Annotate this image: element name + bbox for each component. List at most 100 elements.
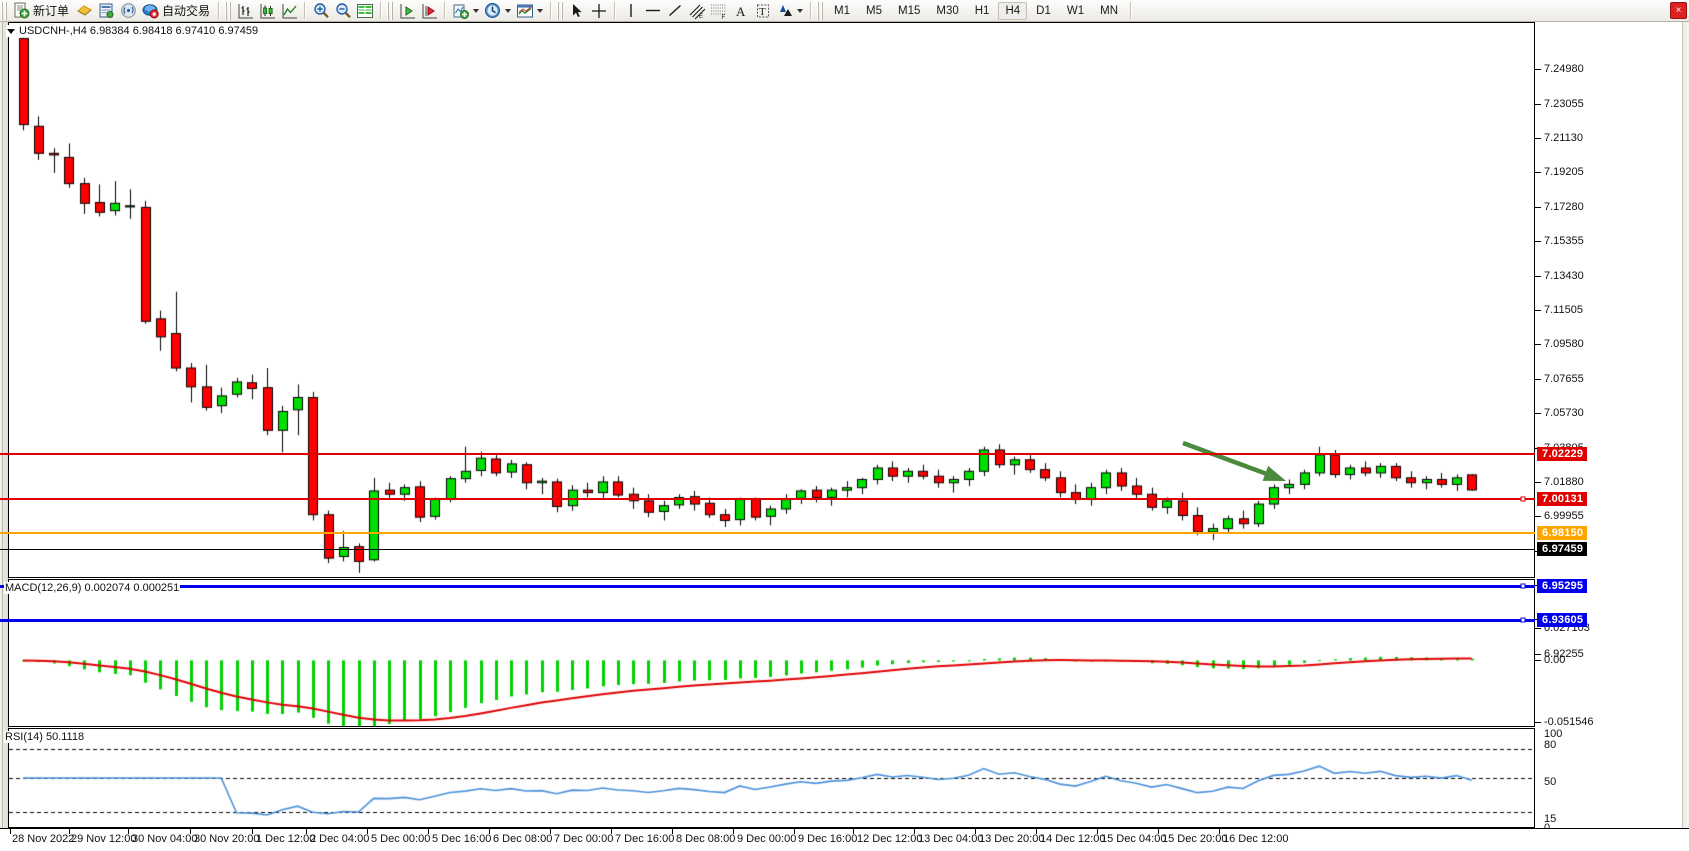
crosshair-icon[interactable] bbox=[588, 1, 610, 21]
text-label-icon[interactable]: T bbox=[752, 1, 774, 21]
time-tick bbox=[794, 828, 795, 834]
time-tick bbox=[252, 828, 253, 834]
price-tick bbox=[1535, 344, 1541, 345]
price-tick-label: 6.92255 bbox=[1544, 648, 1584, 660]
time-tick-label: 12 Dec 12:00 bbox=[857, 833, 923, 845]
shift-end-icon[interactable] bbox=[396, 1, 418, 21]
time-tick-label: 6 Dec 08:00 bbox=[493, 833, 553, 845]
time-tick-label: 16 Dec 12:00 bbox=[1223, 833, 1289, 845]
timeframe-h1[interactable]: H1 bbox=[974, 4, 990, 17]
autotrading-icon[interactable] bbox=[139, 1, 161, 21]
arrows-dropdown-caret-icon[interactable] bbox=[797, 8, 804, 13]
arrows-icon[interactable] bbox=[774, 1, 796, 21]
timeframe-m1[interactable]: M1 bbox=[834, 4, 851, 17]
toolbar-grip-5[interactable] bbox=[817, 1, 825, 20]
fibonacci-icon[interactable]: F bbox=[708, 1, 730, 21]
time-tick-label: 13 Dec 20:00 bbox=[979, 833, 1045, 845]
price-level-badge[interactable]: 6.98150 bbox=[1537, 526, 1588, 540]
level-anchor-handle[interactable] bbox=[1520, 496, 1526, 502]
time-tick-label: 1 Dec 12:00 bbox=[256, 833, 316, 845]
candlestick-chart-icon[interactable] bbox=[256, 1, 278, 21]
rsi-pane[interactable] bbox=[8, 728, 1535, 828]
new-order-label[interactable]: 新订单 bbox=[33, 4, 70, 18]
time-tick-label: 7 Dec 16:00 bbox=[615, 833, 675, 845]
time-tick bbox=[10, 828, 11, 834]
price-tick-label: 7.17280 bbox=[1544, 201, 1584, 213]
timeframe-m30[interactable]: M30 bbox=[936, 4, 959, 17]
zoom-in-icon[interactable] bbox=[310, 1, 332, 21]
macd-tick-label: 0.00 bbox=[1544, 654, 1566, 666]
rsi-tick-label: 15 bbox=[1544, 813, 1557, 825]
toolbar-grip-2[interactable] bbox=[225, 1, 233, 20]
time-tick bbox=[611, 828, 612, 834]
close-icon[interactable]: × bbox=[1670, 2, 1687, 19]
chart-collapse-icon[interactable] bbox=[7, 28, 15, 34]
price-tick-label: 7.01880 bbox=[1544, 476, 1584, 488]
auto-scroll-icon[interactable] bbox=[418, 1, 440, 21]
macd-tick bbox=[1535, 660, 1541, 661]
price-tick bbox=[1535, 413, 1541, 414]
toolbar-divider-1 bbox=[218, 2, 221, 19]
lots-icon[interactable] bbox=[73, 1, 95, 21]
bar-chart-icon[interactable] bbox=[234, 1, 256, 21]
time-tick-label: 7 Dec 00:00 bbox=[554, 833, 614, 845]
time-tick bbox=[1036, 828, 1037, 834]
timeframe-h4[interactable]: H4 bbox=[998, 1, 1028, 20]
level-anchor-handle[interactable] bbox=[1520, 583, 1526, 589]
data-window-icon[interactable] bbox=[354, 1, 376, 21]
time-tick bbox=[367, 828, 368, 834]
price-level-badge[interactable]: 6.93605 bbox=[1537, 613, 1588, 627]
price-level-badge[interactable]: 6.95295 bbox=[1537, 579, 1588, 593]
time-tick bbox=[975, 828, 976, 834]
price-axis[interactable]: 7.24980 7.23055 7.21130 7.19205 7.17280 7.153… bbox=[1535, 22, 1683, 834]
toolbar-divider-5 bbox=[550, 2, 553, 19]
svg-text:T: T bbox=[759, 6, 766, 18]
autotrading-label[interactable]: 自动交易 bbox=[162, 4, 211, 18]
trendline-icon[interactable] bbox=[664, 1, 686, 21]
templates-icon[interactable] bbox=[514, 1, 536, 21]
hline-icon[interactable] bbox=[642, 1, 664, 21]
indicator-dropdown-caret-icon[interactable] bbox=[473, 8, 480, 13]
price-level-badge[interactable]: 7.00131 bbox=[1537, 492, 1588, 506]
terminal-icon[interactable] bbox=[95, 1, 117, 21]
text-icon[interactable]: A bbox=[730, 1, 752, 21]
timeframe-d1[interactable]: D1 bbox=[1036, 4, 1051, 17]
toolbar-grip-4[interactable] bbox=[557, 1, 565, 20]
timeframe-m15[interactable]: M15 bbox=[898, 4, 921, 17]
price-level-badge[interactable]: 6.97459 bbox=[1537, 542, 1588, 556]
price-tick bbox=[1535, 516, 1541, 517]
rsi-canvas[interactable] bbox=[9, 729, 1534, 827]
time-tick bbox=[1097, 828, 1098, 834]
cursor-icon[interactable] bbox=[566, 1, 588, 21]
macd-tick bbox=[1535, 628, 1541, 629]
equidistant-channel-icon[interactable]: E bbox=[686, 1, 708, 21]
time-axis[interactable]: 28 Nov 2022 29 Nov 12:00 30 Nov 04:00 30 No… bbox=[0, 828, 1689, 851]
macd-pane[interactable] bbox=[8, 579, 1535, 727]
price-tick-label: 7.13430 bbox=[1544, 270, 1584, 282]
time-tick bbox=[733, 828, 734, 834]
level-anchor-handle[interactable] bbox=[1520, 617, 1526, 623]
templates-dropdown-caret-icon[interactable] bbox=[537, 8, 544, 13]
rsi-tick-label: 80 bbox=[1544, 739, 1557, 751]
price-level-badge[interactable]: 7.02229 bbox=[1537, 447, 1588, 461]
level-line-body bbox=[0, 619, 1535, 622]
zoom-out-icon[interactable] bbox=[332, 1, 354, 21]
toolbar-grip-3[interactable] bbox=[387, 1, 395, 20]
price-tick-label: 6.99955 bbox=[1544, 510, 1584, 522]
signals-icon[interactable] bbox=[117, 1, 139, 21]
timeframe-mn[interactable]: MN bbox=[1100, 4, 1118, 17]
toolbar-grip[interactable] bbox=[1, 1, 8, 20]
timeframe-w1[interactable]: W1 bbox=[1066, 4, 1085, 17]
new-order-icon[interactable] bbox=[10, 1, 32, 21]
period-icon[interactable] bbox=[482, 1, 504, 21]
vline-icon[interactable] bbox=[620, 1, 642, 21]
add-indicator-icon[interactable] bbox=[450, 1, 472, 21]
timeframe-m5[interactable]: M5 bbox=[866, 4, 882, 17]
price-pane[interactable] bbox=[8, 22, 1535, 578]
time-tick bbox=[306, 828, 307, 834]
candlestick-canvas[interactable] bbox=[9, 23, 1534, 577]
macd-canvas[interactable] bbox=[9, 580, 1534, 726]
period-dropdown-caret-icon[interactable] bbox=[505, 8, 512, 13]
svg-text:F: F bbox=[722, 15, 726, 20]
line-chart-icon[interactable] bbox=[278, 1, 300, 21]
